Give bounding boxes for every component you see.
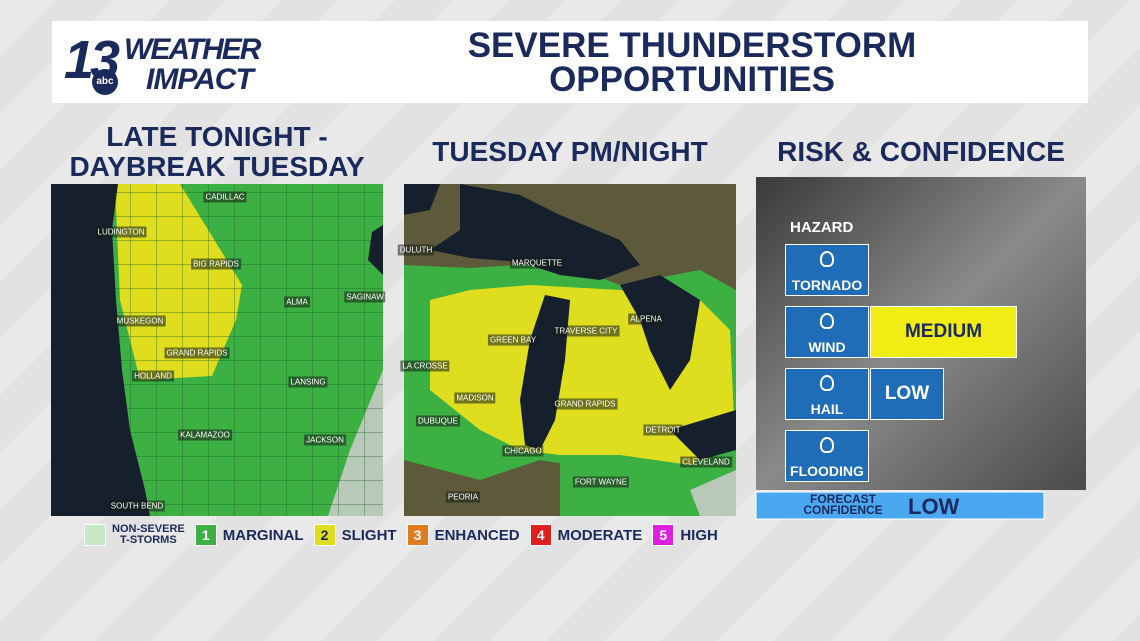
legend-label: ENHANCED bbox=[434, 526, 520, 544]
legend-swatch: 2 bbox=[313, 524, 336, 546]
header: 13 abc WEATHER IMPACT SEVERE THUNDERSTOR… bbox=[52, 21, 1088, 103]
confidence-label-line: FORECAST bbox=[810, 492, 876, 506]
hazard-icon bbox=[820, 437, 834, 453]
legend-swatch bbox=[84, 524, 106, 546]
city-label: GRAND RAPIDS bbox=[552, 398, 618, 410]
confidence-label-line: CONFIDENCE bbox=[803, 503, 883, 517]
hazard-level: MEDIUM bbox=[870, 306, 1017, 358]
logo-network: abc bbox=[92, 69, 118, 95]
city-label: FORT WAYNE bbox=[572, 476, 630, 488]
legend-swatch: 4 bbox=[529, 524, 552, 546]
city-label: MADISON bbox=[454, 392, 496, 404]
logo-line2: IMPACT bbox=[146, 63, 254, 96]
city-label: MUSKEGON bbox=[114, 315, 166, 327]
hazard-box: WIND bbox=[785, 306, 869, 358]
hazard-label: HAZARD bbox=[790, 219, 854, 236]
hazard-name: HAIL bbox=[810, 401, 844, 417]
confidence-value: LOW bbox=[908, 494, 960, 519]
city-label: DETROIT bbox=[643, 424, 683, 436]
hazard-box: HAIL bbox=[785, 368, 869, 420]
city-label: ALPENA bbox=[628, 313, 664, 325]
legend: NON-SEVERE T-STORMS 1 MARGINAL 2 SLIGHT 3 ENHAN… bbox=[84, 524, 722, 546]
city-label: TRAVERSE CITY bbox=[552, 325, 620, 337]
city-label: DULUTH bbox=[397, 244, 435, 256]
confidence-label: FORECAST CONFIDENCE bbox=[790, 492, 896, 517]
title-line: SEVERE THUNDERSTORM bbox=[467, 26, 917, 65]
hazard-name: TORNADO bbox=[791, 277, 863, 293]
panel-title-line: LATE TONIGHT - bbox=[106, 121, 328, 152]
city-label: LA CROSSE bbox=[400, 360, 450, 372]
city-label: KALAMAZOO bbox=[178, 429, 232, 441]
city-label: LANSING bbox=[288, 376, 328, 388]
hazard-box: TORNADO bbox=[785, 244, 869, 296]
hazard-box: FLOODING bbox=[785, 430, 869, 482]
city-label: SOUTH BEND bbox=[108, 500, 166, 512]
legend-label: NON-SEVERE T-STORMS bbox=[112, 524, 185, 546]
panel-title-line: DAYBREAK TUESDAY bbox=[69, 151, 365, 182]
city-label: CLEVELAND bbox=[680, 456, 732, 468]
logo-line1: WEATHER bbox=[124, 33, 261, 66]
legend-swatch: 1 bbox=[194, 524, 217, 546]
city-label: GREEN BAY bbox=[487, 334, 539, 346]
legend-label-line: NON-SEVERE bbox=[112, 523, 185, 535]
panel-title: TUESDAY PM/NIGHT bbox=[404, 137, 736, 167]
city-label: DUBUQUE bbox=[415, 415, 461, 427]
hazard-icon bbox=[820, 251, 834, 267]
title: SEVERE THUNDERSTORM OPPORTUNITIES bbox=[352, 26, 1032, 99]
city-label: PEORIA bbox=[445, 491, 481, 503]
confidence-bar bbox=[755, 491, 1045, 520]
city-label: SAGINAW bbox=[344, 291, 386, 303]
city-label: GRAND RAPIDS bbox=[164, 347, 230, 359]
hazard-name: WIND bbox=[808, 339, 846, 355]
city-label: CHICAGO bbox=[502, 445, 544, 457]
city-label: MARQUETTE bbox=[509, 257, 565, 269]
risk-title: RISK & CONFIDENCE bbox=[777, 136, 1065, 167]
hazard-icon bbox=[820, 375, 834, 391]
panel-title: LATE TONIGHT - DAYBREAK TUESDAY bbox=[51, 122, 383, 182]
city-label: HOLLAND bbox=[132, 370, 174, 382]
legend-label: MODERATE bbox=[557, 526, 643, 544]
panel-title-line: TUESDAY PM/NIGHT bbox=[432, 136, 708, 167]
city-label: JACKSON bbox=[304, 434, 346, 446]
hazard-level: LOW bbox=[870, 368, 944, 420]
legend-swatch: 3 bbox=[406, 524, 429, 546]
title-line: OPPORTUNITIES bbox=[549, 60, 835, 99]
city-label: ALMA bbox=[284, 296, 310, 308]
city-label: LUDINGTON bbox=[95, 226, 147, 238]
legend-label: HIGH bbox=[680, 526, 718, 544]
legend-label-line: T-STORMS bbox=[120, 534, 177, 546]
legend-label: MARGINAL bbox=[222, 526, 304, 544]
legend-label: SLIGHT bbox=[341, 526, 397, 544]
legend-swatch: 5 bbox=[652, 524, 675, 546]
hazard-icon bbox=[820, 313, 834, 329]
city-label: CADILLAC bbox=[203, 191, 247, 203]
city-label: BIG RAPIDS bbox=[191, 258, 241, 270]
hazard-name: FLOODING bbox=[790, 463, 864, 479]
